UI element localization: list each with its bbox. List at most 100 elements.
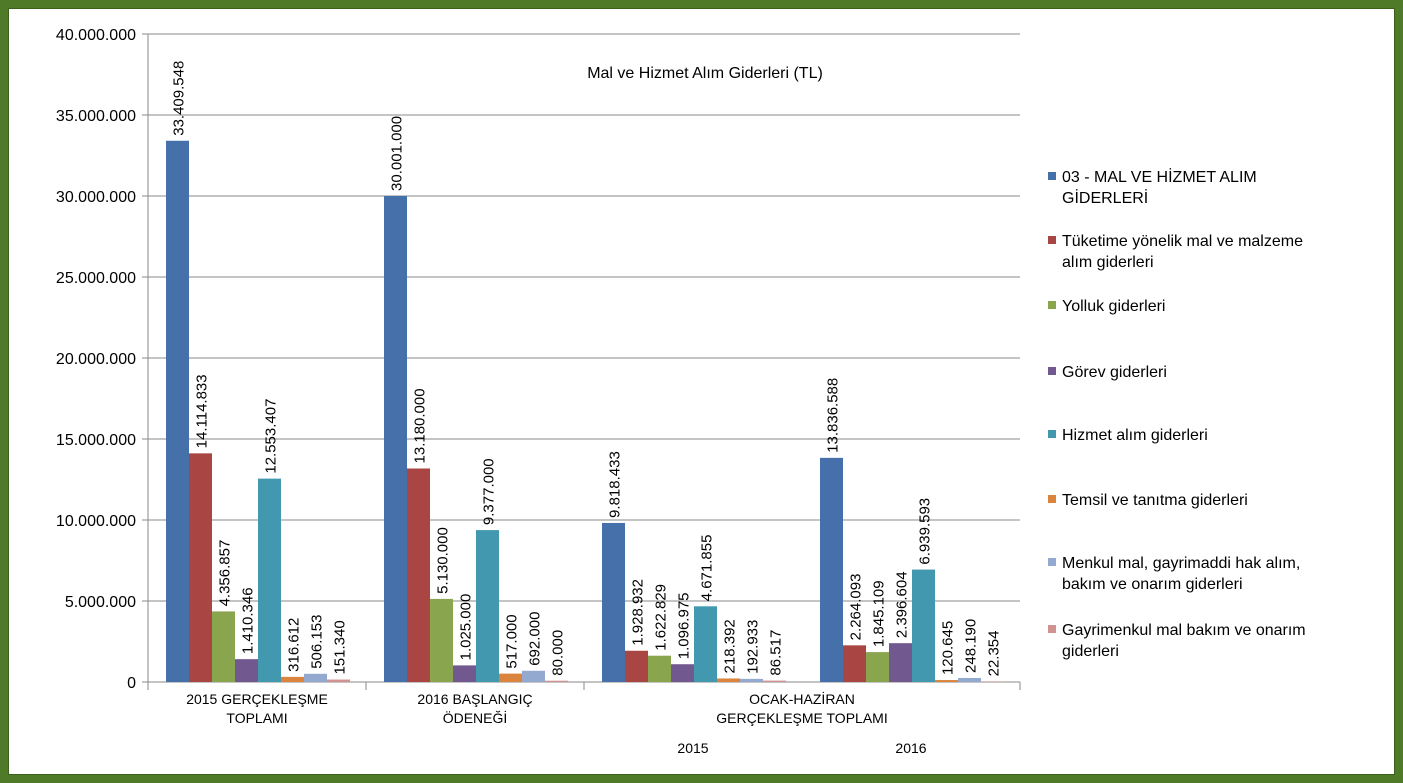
category-label: TOPLAMI [226,710,287,726]
bar [625,650,648,682]
y-tick-label: 10.000.000 [56,513,136,530]
legend-swatch [1048,301,1056,309]
y-tick-label: 25.000.000 [56,270,136,287]
bar [453,665,476,682]
data-label: 248.190 [963,619,980,673]
data-label: 4.356.857 [217,540,234,607]
legend-swatch [1048,236,1056,244]
bar [384,195,407,682]
bar [304,673,327,682]
data-label: 5.130.000 [435,527,452,594]
data-label: 1.410.346 [240,587,257,654]
legend-label: alım giderleri [1062,254,1154,271]
bar [648,655,671,682]
bar [602,522,625,682]
bar [212,611,235,682]
legend-label: Hizmet alım giderleri [1062,427,1208,444]
data-label: 30.001.000 [389,116,406,191]
data-label: 6.939.593 [917,498,934,565]
category-label: 2016 BAŞLANGIÇ [417,691,532,707]
bar [281,676,304,682]
bar [407,468,430,682]
bar [545,680,568,682]
data-label: 192.933 [745,620,762,674]
legend-label: Görev giderleri [1062,364,1167,381]
bar [717,678,740,682]
bar [476,530,499,682]
data-label: 120.645 [940,621,957,675]
bar [763,680,786,682]
bar [843,645,866,682]
y-tick-label: 40.000.000 [56,27,136,44]
legend-label: Menkul mal, gayrimaddi hak alım, [1062,555,1300,572]
chart-title: Mal ve Hizmet Alım Giderleri (TL) [587,65,823,82]
legend-label: Temsil ve tanıtma giderleri [1062,492,1248,509]
data-label: 2.264.093 [848,574,865,641]
data-label: 80.000 [550,630,567,676]
bar [258,478,281,682]
bar [327,679,350,682]
category-label: 2015 GERÇEKLEŞME [186,691,328,707]
category-sub-label: 2015 [677,740,708,756]
bar [189,453,212,682]
legend-swatch [1048,558,1056,566]
legend-swatch [1048,367,1056,375]
legend-label: bakım ve onarım giderleri [1062,576,1243,593]
category-label: ÖDENEĞİ [443,709,508,726]
data-label: 86.517 [768,630,785,676]
bar [499,673,522,682]
data-label: 9.818.433 [607,451,624,518]
data-label: 506.153 [309,615,326,669]
bar [694,606,717,682]
bar [889,643,912,682]
legend-swatch [1048,172,1056,180]
bar [166,140,189,682]
data-label: 316.612 [286,618,303,672]
y-tick-label: 30.000.000 [56,189,136,206]
category-sub-label: 2016 [895,740,926,756]
data-label: 33.409.548 [171,61,188,136]
y-tick-label: 15.000.000 [56,432,136,449]
bar [912,569,935,682]
bar [430,598,453,682]
bar [866,652,889,682]
data-label: 1.845.109 [871,580,888,647]
data-label: 9.377.000 [481,458,498,525]
data-label: 1.096.975 [676,592,693,659]
data-label: 22.354 [986,631,1003,677]
data-label: 218.392 [722,619,739,673]
legend-swatch [1048,495,1056,503]
bar [981,681,1004,682]
bar-chart: 0 5.000.000 10.000.000 15.000.000 20.000.000… [56,27,1306,756]
data-label: 12.553.407 [263,399,280,474]
data-label: 1.622.829 [653,584,670,651]
data-label: 13.836.588 [825,378,842,453]
data-label: 151.340 [332,620,349,674]
data-label: 13.180.000 [412,388,429,463]
data-label: 2.396.604 [894,571,911,638]
y-tick-label: 20.000.000 [56,351,136,368]
legend-label: Yolluk giderleri [1062,298,1165,315]
legend-label: GİDERLERİ [1062,188,1148,207]
bar [935,680,958,682]
y-tick-label: 35.000.000 [56,108,136,125]
legend-swatch [1048,430,1056,438]
bar [235,659,258,682]
legend-label: Tüketime yönelik mal ve malzeme [1062,233,1303,250]
y-tick-label: 5.000.000 [65,594,136,611]
legend-label: 03 - MAL VE HİZMET ALIM [1062,167,1257,186]
legend-label: giderleri [1062,643,1119,660]
data-label: 14.114.833 [194,374,211,448]
legend-swatch [1048,625,1056,633]
data-label: 692.000 [527,612,544,666]
data-label: 1.928.932 [630,579,647,646]
bar [522,670,545,682]
data-label: 4.671.855 [699,535,716,602]
bar [671,664,694,682]
category-label: GERÇEKLEŞME TOPLAMI [716,710,887,726]
legend-label: Gayrimenkul mal bakım ve onarım [1062,622,1306,639]
data-label: 517.000 [504,614,521,668]
data-label: 1.025.000 [458,594,475,661]
bar [820,457,843,682]
